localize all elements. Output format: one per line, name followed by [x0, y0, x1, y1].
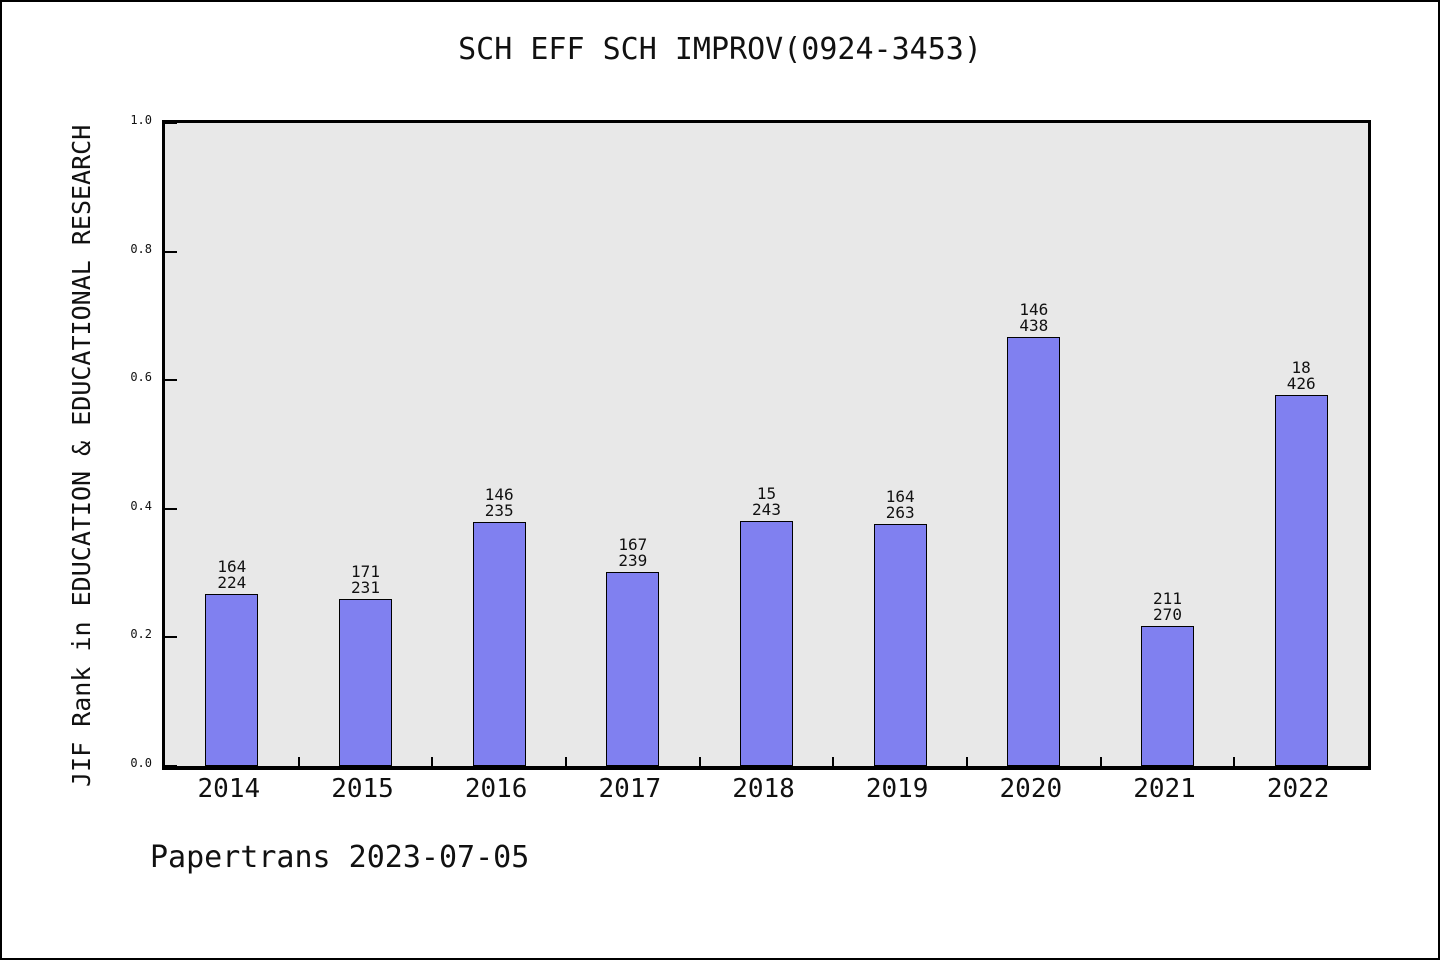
x-tick-mark	[966, 757, 968, 766]
y-tick-mark	[165, 250, 177, 253]
bar-label: 146 235	[484, 485, 514, 521]
bar	[1141, 625, 1194, 766]
bar	[339, 598, 392, 766]
plot-area: 164 224 171 231 146 235 167 239 15 243 164 26…	[162, 120, 1371, 770]
bar	[1274, 395, 1328, 766]
y-tick-label: 0.6	[130, 370, 152, 385]
bar-label: 164 224	[217, 556, 247, 592]
x-tick-mark	[1099, 757, 1102, 766]
y-tick-label: 0.2	[130, 627, 152, 642]
x-tick-label: 2017	[598, 774, 662, 804]
bar	[740, 521, 793, 766]
bar-label: 164 263	[885, 487, 915, 523]
y-tick-mark	[165, 765, 177, 767]
y-tick-mark	[165, 636, 177, 639]
y-axis-label: JIF Rank in EDUCATION & EDUCATIONAL RESE…	[67, 124, 96, 787]
y-tick-label: 0.0	[130, 756, 152, 770]
x-tick-label: 2014	[197, 774, 261, 804]
bar-label: 167 239	[618, 535, 648, 571]
bar-label: 18 426	[1286, 358, 1316, 393]
x-tick-label: 2020	[999, 774, 1063, 804]
x-tick-label: 2019	[865, 774, 929, 804]
x-tick-mark	[565, 757, 567, 766]
bar	[472, 522, 526, 766]
y-tick-mark	[165, 379, 177, 382]
x-tick-label: 2018	[732, 774, 795, 804]
y-tick-label: 0.8	[130, 241, 152, 256]
bar-label: 211 270	[1153, 588, 1182, 624]
x-tick-label: 2015	[331, 774, 394, 804]
y-tick-label: 1.0	[130, 113, 152, 127]
y-tick-label: 0.4	[130, 498, 152, 513]
bar	[606, 572, 660, 766]
x-tick-label: 2021	[1133, 774, 1196, 804]
x-tick-mark	[431, 757, 434, 766]
bar	[873, 524, 927, 766]
x-tick-mark	[297, 757, 300, 766]
bar-label: 146 438	[1019, 300, 1049, 336]
bar	[1007, 337, 1061, 766]
x-tick-label: 2022	[1266, 774, 1330, 804]
x-tick-mark	[1233, 757, 1236, 766]
x-tick-mark	[698, 757, 701, 766]
x-tick-mark	[832, 757, 835, 766]
y-tick-mark	[165, 507, 177, 510]
footer-text: Papertrans 2023-07-05	[150, 840, 530, 875]
bar-label: 15 243	[752, 484, 781, 520]
y-tick-mark	[165, 122, 177, 124]
x-tick-label: 2016	[464, 774, 528, 804]
bar-label: 171 231	[351, 561, 380, 597]
chart-title: SCH EFF SCH IMPROV(0924-3453)	[458, 32, 982, 67]
bar	[205, 593, 259, 766]
